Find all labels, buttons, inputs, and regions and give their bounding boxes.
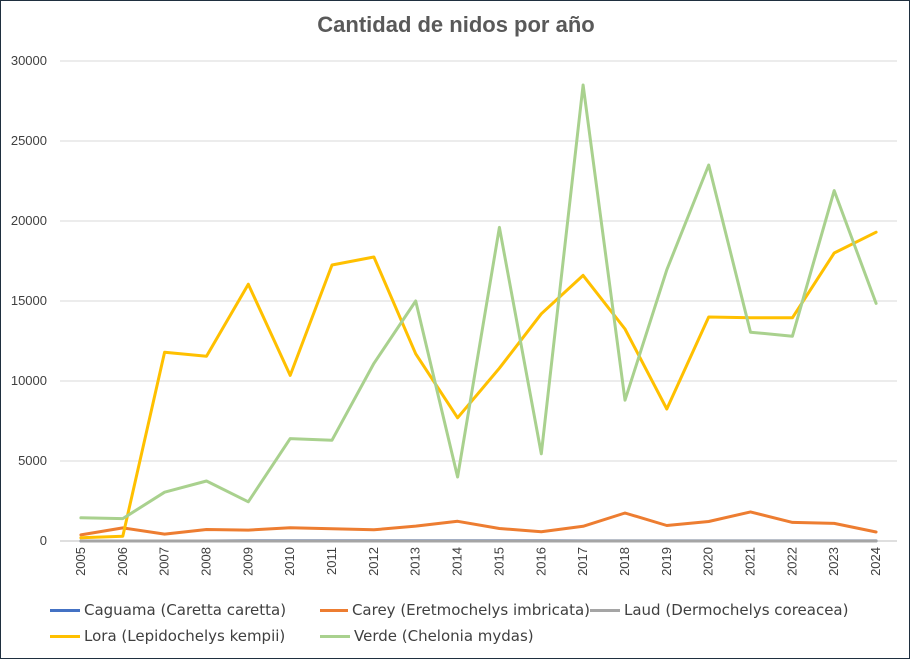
legend-swatch: [320, 634, 350, 638]
x-tick-label: 2014: [450, 547, 465, 576]
legend-row-2: Lora (Lepidochelys kempii) Verde (Chelon…: [50, 623, 900, 649]
legend-swatch: [50, 608, 80, 612]
gridlines: [60, 60, 897, 542]
x-tick-label: 2021: [743, 547, 758, 576]
legend: Caguama (Caretta caretta) Carey (Eretmoc…: [50, 597, 900, 649]
x-tick-label: 2019: [659, 547, 674, 576]
x-tick-label: 2008: [198, 547, 213, 576]
legend-label: Carey (Eretmochelys imbricata): [351, 601, 590, 619]
x-tick-label: 2013: [408, 547, 423, 576]
x-axis-tick-labels: 2005 2006 2007 2008 2009 2010 2011 2012 2013 2014…: [73, 547, 883, 576]
x-tick-label: 2007: [157, 547, 172, 576]
x-tick-label: 2020: [701, 547, 716, 576]
x-tick-label: 2023: [826, 547, 841, 576]
x-tick-label: 2022: [784, 547, 799, 576]
series-line-4: [79, 83, 878, 521]
y-tick-label: 15000: [11, 293, 47, 308]
legend-label: Lora (Lepidochelys kempii): [84, 627, 286, 645]
x-tick-label: 2011: [324, 547, 339, 575]
series-lines: [79, 83, 878, 543]
x-tick-label: 2005: [73, 547, 88, 576]
series-line-1: [79, 510, 878, 537]
x-tick-label: 2015: [491, 547, 506, 576]
legend-item-lora: Lora (Lepidochelys kempii): [50, 627, 320, 645]
legend-label: Caguama (Caretta caretta): [84, 601, 287, 619]
x-tick-label: 2010: [282, 547, 297, 576]
y-tick-label: 5000: [18, 453, 47, 468]
y-tick-label: 30000: [11, 53, 47, 68]
y-axis-tick-labels: 0 5000 10000 15000 20000 25000 30000: [11, 53, 47, 548]
legend-item-laud: Laud (Dermochelys coreacea): [590, 601, 848, 619]
y-tick-label: 20000: [11, 213, 47, 228]
y-tick-label: 0: [40, 533, 47, 548]
legend-row-1: Caguama (Caretta caretta) Carey (Eretmoc…: [50, 597, 900, 623]
y-tick-label: 10000: [11, 373, 47, 388]
x-tick-label: 2016: [533, 547, 548, 576]
chart-title: Cantidad de nidos por año: [317, 12, 595, 37]
x-tick-label: 2018: [617, 547, 632, 576]
legend-swatch: [50, 634, 80, 638]
x-tick-label: 2024: [868, 547, 883, 576]
x-tick-label: 2017: [575, 547, 590, 576]
legend-swatch: [590, 608, 620, 612]
legend-label: Verde (Chelonia mydas): [354, 627, 534, 645]
legend-item-carey: Carey (Eretmochelys imbricata): [320, 601, 590, 619]
x-tick-label: 2009: [240, 547, 255, 576]
legend-item-verde: Verde (Chelonia mydas): [320, 627, 534, 645]
x-tick-label: 2006: [115, 547, 130, 576]
legend-swatch: [320, 608, 348, 612]
x-tick-label: 2012: [366, 547, 381, 576]
legend-label: Laud (Dermochelys coreacea): [624, 601, 849, 619]
series-line-3: [79, 230, 878, 540]
legend-item-caguama: Caguama (Caretta caretta): [50, 601, 320, 619]
y-tick-label: 25000: [11, 133, 47, 148]
